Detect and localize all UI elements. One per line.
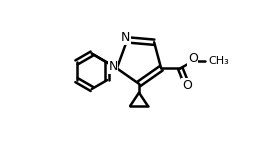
Text: O: O (188, 52, 198, 65)
Text: N: N (121, 31, 130, 44)
Text: O: O (182, 79, 192, 92)
Text: N: N (108, 60, 118, 73)
Text: CH₃: CH₃ (208, 56, 229, 66)
